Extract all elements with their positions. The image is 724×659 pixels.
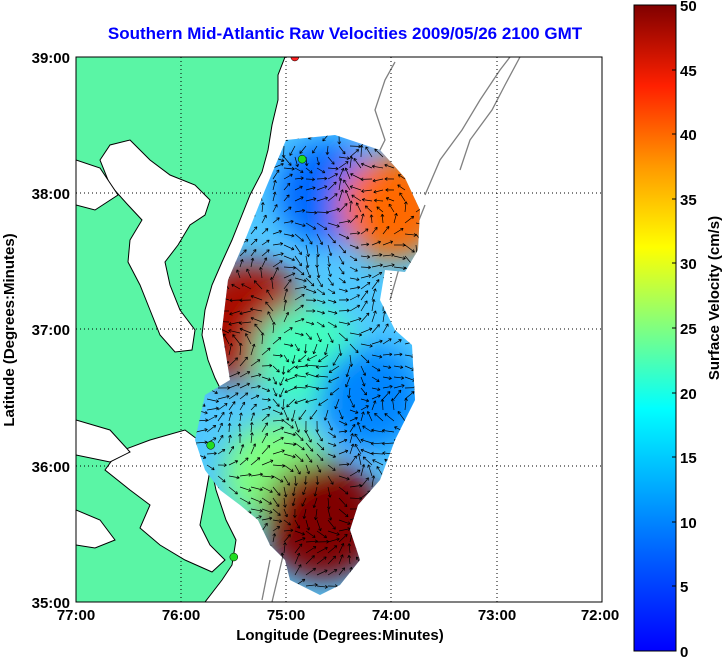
plot-frame (75, 56, 603, 603)
colorbar-tick-label: 35 (680, 192, 697, 209)
site-marker (229, 552, 239, 562)
colorbar-tick-label: 0 (680, 644, 688, 659)
map-area (76, 57, 602, 602)
colorbar-tick-label: 45 (680, 63, 697, 80)
colorbar-tick-label: 25 (680, 321, 697, 338)
x-tick-label: 72:00 (581, 607, 619, 624)
colorbar-tick-label: 20 (680, 386, 697, 403)
colorbar-label: Surface Velocity (cm/s) (706, 216, 723, 380)
y-tick-label: 36:00 (32, 459, 70, 476)
x-axis: 77:00 76:00 75:00 74:00 73:00 72:00 Long… (57, 607, 619, 644)
colorbar-gradient (633, 4, 677, 652)
x-tick-label: 76:00 (162, 607, 200, 624)
site-marker (206, 441, 215, 450)
x-tick-label: 75:00 (267, 607, 305, 624)
colorbar-tick-label: 5 (680, 579, 688, 596)
colorbar-tick-label: 15 (680, 450, 697, 467)
colorbar-tick-label: 50 (680, 0, 697, 15)
y-tick-label: 38:00 (32, 186, 70, 203)
x-tick-label: 74:00 (372, 607, 410, 624)
colorbar-tick-label: 10 (680, 515, 697, 532)
speed-region (263, 460, 384, 581)
site-marker (290, 57, 300, 62)
x-tick-label: 73:00 (478, 607, 516, 624)
bay-water (99, 139, 211, 353)
colorbar-tick-label: 40 (680, 127, 697, 144)
colorbar-tick-label: 30 (680, 256, 697, 273)
x-axis-label: Longitude (Degrees:Minutes) (236, 627, 444, 644)
chart-title: Southern Mid-Atlantic Raw Velocities 200… (108, 24, 583, 43)
site-markers (206, 57, 307, 562)
y-axis: 39:00 38:00 37:00 36:00 35:00 Latitude (… (1, 50, 70, 612)
colorbar: 50 45 40 35 30 25 20 15 10 5 0 Surface V… (633, 0, 723, 659)
y-tick-label: 39:00 (32, 50, 70, 67)
y-axis-label: Latitude (Degrees:Minutes) (1, 233, 18, 426)
y-tick-label: 35:00 (32, 595, 70, 612)
x-tick-label: 77:00 (57, 607, 95, 624)
y-tick-label: 37:00 (32, 322, 70, 339)
site-marker (297, 154, 307, 164)
